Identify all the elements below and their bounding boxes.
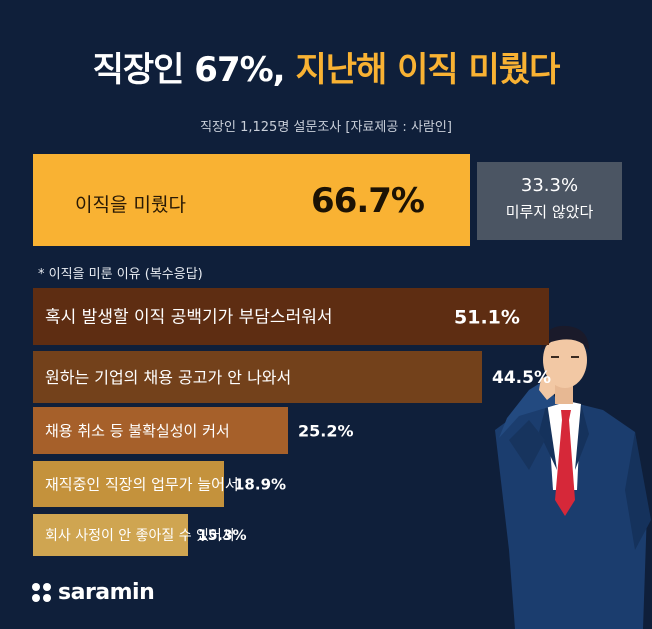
bar-value-1: 51.1% — [454, 306, 520, 328]
bar-label-1: 혹시 발생할 이직 공백기가 부담스러워서 — [45, 308, 333, 328]
bar-label-2: 원하는 기업의 채용 공고가 안 나와서 — [45, 368, 291, 387]
bar-value-4: 18.9% — [234, 475, 286, 493]
bar-value-5: 15.3% — [198, 528, 247, 544]
page-title: 직장인 67%, 지난해 이직 미뤘다 — [0, 42, 652, 91]
bar-label-3: 채용 취소 등 불확실성이 커서 — [45, 422, 230, 440]
not-postponed-box: 33.3% 미루지 않았다 — [477, 162, 622, 240]
logo-dots-icon — [32, 582, 52, 603]
bar-3 — [33, 407, 288, 454]
title-orange: 지난해 이직 미뤘다 — [295, 50, 560, 90]
postponed-box: 이직을 미뤘다 66.7% — [33, 154, 470, 246]
bar-label-5: 회사 사정이 안 좋아질 수 있어서 — [45, 528, 235, 544]
bar-value-3: 25.2% — [298, 421, 354, 440]
bar-5 — [33, 514, 188, 556]
postponed-value: 66.7% — [311, 181, 425, 221]
not-postponed-label: 미루지 않았다 — [505, 203, 594, 221]
bar-label-4: 재직중인 직장의 업무가 늘어서 — [45, 475, 239, 493]
title-white: 직장인 67%, — [92, 50, 286, 90]
bar-1 — [33, 288, 549, 345]
bar-4 — [33, 461, 224, 507]
brand-name: saramin — [58, 580, 155, 605]
reasons-title: * 이직을 미룬 이유 (복수응답) — [38, 267, 203, 282]
bar-2 — [33, 351, 482, 403]
bar-value-2: 44.5% — [492, 368, 551, 388]
postponed-label: 이직을 미뤘다 — [75, 194, 186, 216]
businessman-illustration — [495, 325, 651, 629]
not-postponed-value: 33.3% — [520, 175, 579, 196]
saramin-logo: saramin — [32, 580, 155, 605]
subtitle: 직장인 1,125명 설문조사 [자료제공 : 사람인] — [200, 120, 452, 135]
